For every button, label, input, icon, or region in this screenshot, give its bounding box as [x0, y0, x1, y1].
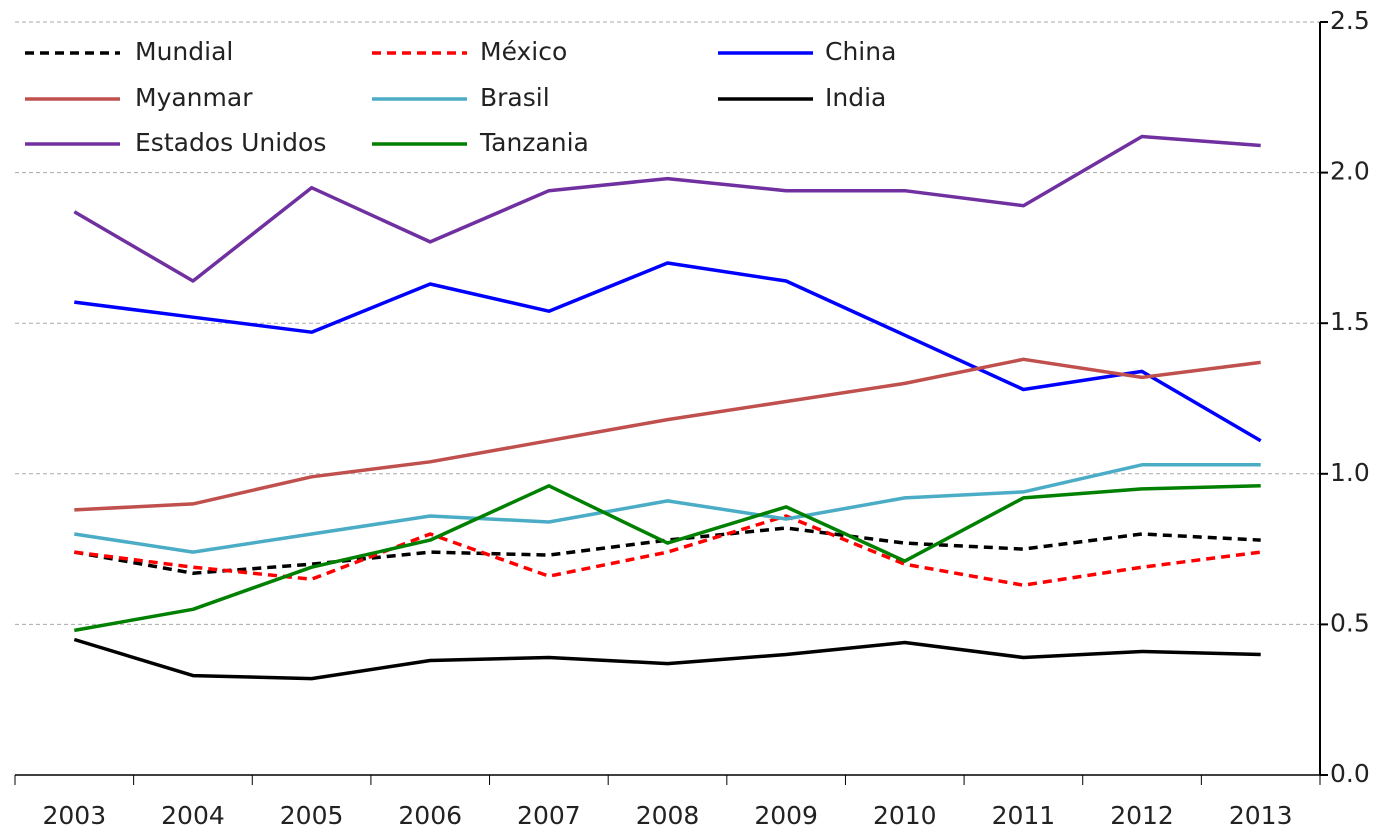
series-line	[73, 134, 1261, 283]
x-tick-label: 2009	[754, 801, 818, 830]
legend-label: Mundial	[135, 37, 233, 66]
x-tick-label: 2008	[636, 801, 700, 830]
y-tick-label: 0.5	[1330, 608, 1370, 637]
series-line	[73, 637, 1261, 681]
series-line	[73, 484, 1261, 633]
x-tick-label: 2013	[1229, 801, 1293, 830]
y-tick-label: 1.0	[1330, 458, 1370, 487]
series-line	[74, 357, 1261, 512]
legend-label: Brasil	[480, 83, 550, 112]
x-tick-label: 2005	[280, 801, 344, 830]
legend-label: China	[825, 37, 896, 66]
y-tick-label: 2.0	[1330, 157, 1370, 186]
series-line	[73, 526, 1261, 575]
y-tick-label: 2.5	[1330, 6, 1370, 35]
y-tick-label: 1.5	[1330, 307, 1370, 336]
legend-label: Myanmar	[135, 83, 253, 112]
legend-label: Tanzania	[479, 128, 589, 157]
y-tick-label: 0.0	[1330, 759, 1370, 788]
legend-label: Estados Unidos	[135, 128, 326, 157]
series-line	[74, 514, 1261, 587]
legend-label: México	[480, 37, 567, 66]
series-line	[74, 261, 1262, 443]
x-tick-label: 2007	[517, 801, 581, 830]
x-tick-label: 2010	[873, 801, 937, 830]
x-tick-label: 2004	[161, 801, 225, 830]
x-tick-label: 2006	[398, 801, 462, 830]
x-tick-label: 2003	[43, 801, 107, 830]
series-line	[74, 463, 1261, 554]
legend-label: India	[825, 83, 886, 112]
x-tick-label: 2011	[992, 801, 1056, 830]
x-tick-label: 2012	[1110, 801, 1174, 830]
